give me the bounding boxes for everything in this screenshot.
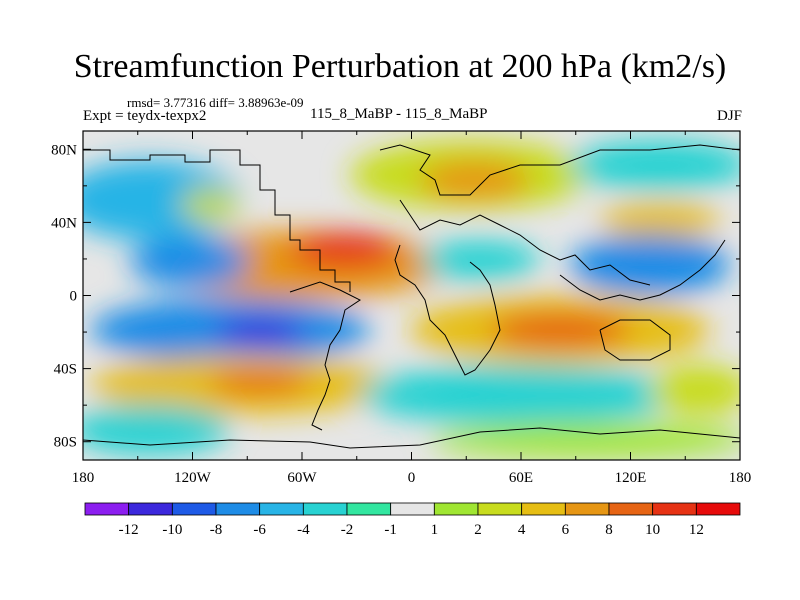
colorbar-label: 6 <box>562 522 570 538</box>
colorbar-swatch <box>564 502 610 516</box>
coast-antarctica <box>83 427 740 449</box>
colorbar-label: -4 <box>297 522 310 538</box>
y-tick-label: 40N <box>51 215 77 231</box>
chart-title: Streamfunction Perturbation at 200 hPa (… <box>73 48 727 85</box>
colorbar-label: -10 <box>162 522 182 538</box>
blob-nw-neg <box>83 160 240 240</box>
experiment-label: Expt = teydx-texpx2 <box>83 108 207 124</box>
field-layer <box>83 131 740 460</box>
y-tick-label: 40S <box>54 362 77 378</box>
colorbar: -12 -10 -8 -6 -4 -2 -1 1 2 4 6 8 10 12 <box>84 502 741 538</box>
coastlines <box>83 144 740 449</box>
x-axis: 180 120W 60W 0 60E 120E 180 <box>72 131 752 486</box>
colorbar-label: -2 <box>341 522 354 538</box>
colorbar-swatch <box>171 502 217 516</box>
blob-small-pos <box>180 190 240 220</box>
coast-eurasia <box>379 144 740 196</box>
colorbar-swatch <box>433 502 479 516</box>
colorbar-swatch <box>215 502 261 516</box>
blob-spac-inner <box>210 370 310 394</box>
season-label: DJF <box>716 108 742 124</box>
run-label: 115_8_MaBP - 115_8_MaBP <box>310 106 488 122</box>
field-blobs <box>83 140 740 458</box>
colorbar-swatch <box>608 502 654 516</box>
blob-trop-neg-inner <box>215 319 305 347</box>
y-tick-label: 80N <box>51 142 77 158</box>
coast-south-america <box>289 281 361 431</box>
x-tick-label: 60E <box>509 470 533 486</box>
colorbar-label: 1 <box>431 522 439 538</box>
colorbar-label: -12 <box>119 522 139 538</box>
colorbar-label: 10 <box>645 522 660 538</box>
blob-europe-inner <box>420 160 530 200</box>
colorbar-swatch <box>346 502 392 516</box>
colorbar-swatch <box>84 502 130 516</box>
x-tick-label: 60W <box>287 470 317 486</box>
blob-ne-pos <box>600 202 720 238</box>
blob-south-neg <box>360 365 680 425</box>
blob-se-pos <box>650 365 740 415</box>
colorbar-swatch <box>477 502 523 516</box>
colorbar-label: -1 <box>384 522 397 538</box>
colorbar-swatch <box>128 502 173 516</box>
stats-label: rmsd= 3.77316 diff= 3.88963e-09 <box>127 95 304 110</box>
colorbar-swatch <box>521 502 566 516</box>
blob-pac-n <box>130 237 250 287</box>
x-tick-label: 120W <box>174 470 212 486</box>
y-axis: 80N 40N 0 40S 80S <box>51 142 740 451</box>
blob-south-pos <box>430 422 740 458</box>
colorbar-label: 8 <box>605 522 613 538</box>
coast-north-america <box>83 149 351 292</box>
colorbar-label: -8 <box>210 522 223 538</box>
colorbar-swatch <box>390 502 435 516</box>
colorbar-swatch <box>695 502 741 516</box>
blob-ind-inner <box>490 312 630 348</box>
blob-asia-neg <box>570 235 730 295</box>
colorbar-swatch <box>302 502 348 516</box>
x-tick-label: 180 <box>72 470 95 486</box>
coast-australia <box>599 319 671 361</box>
colorbar-label: -6 <box>253 522 266 538</box>
coast-africa <box>394 244 501 376</box>
x-tick-label: 120E <box>615 470 647 486</box>
coast-asia-se <box>559 239 726 301</box>
blob-ne-neg <box>570 140 740 190</box>
x-tick-label: 0 <box>408 470 416 486</box>
x-tick-label: 180 <box>729 470 752 486</box>
coast-europe-south <box>399 199 651 286</box>
colorbar-label: 4 <box>518 522 526 538</box>
blob-atl-inner <box>290 232 400 268</box>
colorbar-label: 12 <box>689 522 704 538</box>
colorbar-swatch <box>652 502 697 516</box>
y-tick-label: 0 <box>70 289 78 305</box>
colorbar-label: 2 <box>474 522 482 538</box>
blob-sw-neg <box>83 405 230 455</box>
colorbar-swatch <box>259 502 304 516</box>
y-tick-label: 80S <box>54 435 77 451</box>
blob-afr-neg <box>420 240 540 280</box>
